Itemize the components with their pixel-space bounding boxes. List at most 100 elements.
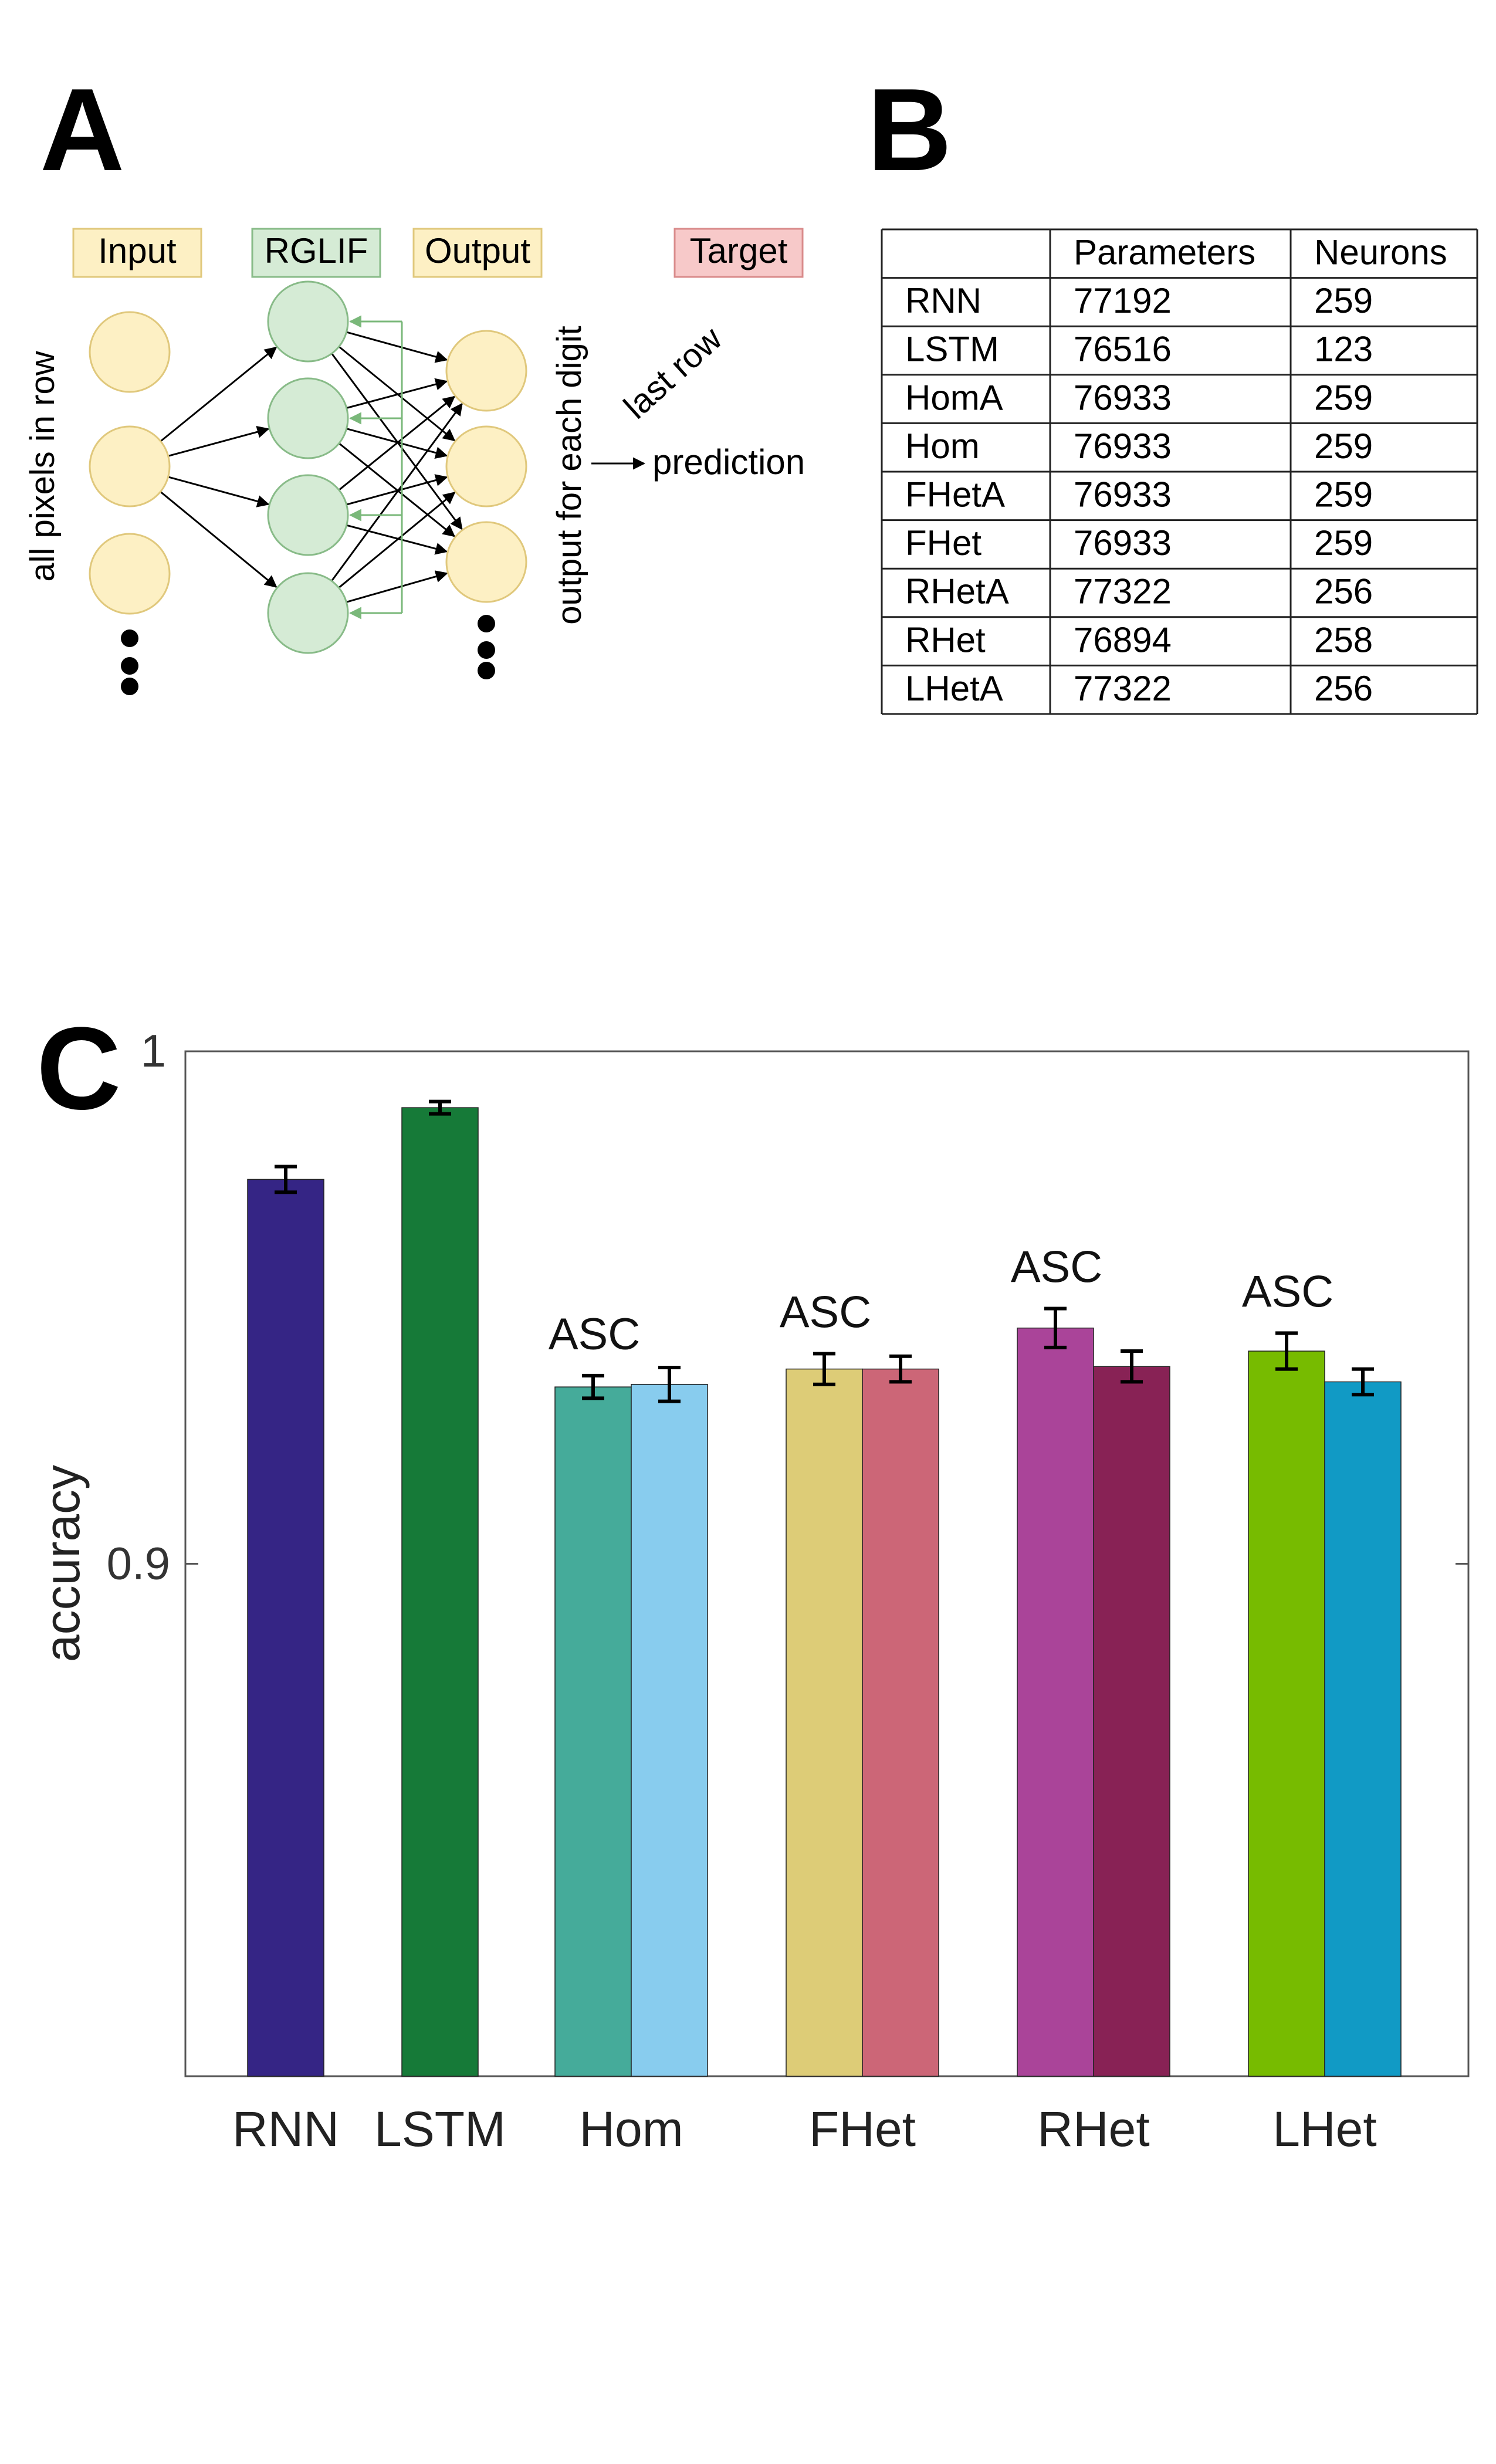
hidden-to-output-edge (331, 402, 463, 582)
input-neuron (89, 311, 171, 393)
last-row-label: last row (617, 319, 730, 427)
output-neuron (445, 330, 527, 412)
table-cell: RHet (905, 620, 986, 659)
x-category-label: Hom (579, 2101, 683, 2157)
table-cell: 258 (1314, 620, 1373, 659)
input-label-box (72, 228, 202, 278)
table-cell: LHetA (905, 669, 1003, 708)
x-category-label: RHet (1037, 2101, 1149, 2157)
y-tick-label: 0.9 (107, 1538, 170, 1589)
output-axis-label: output for each digit (550, 326, 588, 624)
input-ellipsis-dot (121, 657, 138, 675)
chart-ticks: 0.91 (107, 1025, 1468, 1589)
table-header-cell: Neurons (1314, 232, 1447, 272)
hidden-to-output-edge (346, 474, 448, 506)
diagram-edges (160, 315, 463, 620)
table-cell: 76933 (1074, 475, 1172, 514)
input-ellipsis-dot (121, 678, 138, 695)
bar (1017, 1327, 1094, 2077)
bar-annotation: ASC (780, 1287, 871, 1337)
hidden-neuron (267, 474, 349, 556)
bar (554, 1386, 632, 2077)
table-cell: LSTM (905, 330, 999, 369)
table-cell: 77322 (1074, 669, 1172, 708)
hidden-label: RGLIF (265, 231, 368, 270)
target-label: Target (690, 231, 788, 270)
prediction-label: prediction (652, 442, 805, 482)
hidden-to-output-edge (346, 428, 448, 459)
target-label-box (673, 228, 804, 278)
table-cell: 259 (1314, 427, 1373, 466)
hidden-to-output-edge (346, 524, 448, 555)
input-to-hidden-edge (160, 346, 277, 442)
bar (1248, 1351, 1325, 2077)
table-cell: 77322 (1074, 572, 1172, 611)
input-neuron (89, 425, 171, 507)
output-label-box (412, 228, 543, 278)
output-label: Output (425, 231, 530, 270)
y-axis-label: accuracy (35, 1465, 90, 1662)
table-cell: 123 (1314, 330, 1373, 369)
network-diagram: Input RGLIF Output Target all pixels in … (23, 228, 805, 695)
table-cell: HomA (905, 378, 1003, 417)
panel-label-a: A (40, 65, 124, 195)
chart-bars (247, 1099, 1402, 2077)
panel-label-c: C (36, 1003, 121, 1134)
table-cell: 256 (1314, 669, 1373, 708)
table-cell: 259 (1314, 523, 1373, 563)
hidden-label-box (251, 228, 381, 278)
x-category-label: FHet (809, 2101, 916, 2157)
output-ellipsis-dot (478, 662, 495, 679)
output-ellipsis-dot (478, 615, 495, 632)
table-cell: 76516 (1074, 330, 1172, 369)
hidden-neuron (267, 377, 349, 459)
output-neuron (445, 425, 527, 507)
table-cell: 256 (1314, 572, 1373, 611)
input-ellipsis-dot (121, 629, 138, 647)
input-to-hidden-edge (168, 426, 270, 457)
input-to-hidden-edge (168, 476, 270, 507)
bar-annotation: ASC (1011, 1242, 1102, 1292)
x-category-label: RNN (232, 2101, 339, 2157)
hidden-to-output-edge (346, 378, 448, 409)
bar (862, 1368, 939, 2077)
table-cell: 76933 (1074, 427, 1172, 466)
hidden-to-output-edge (346, 331, 448, 363)
table-header-cell: Parameters (1074, 232, 1255, 272)
chart-labels: ASC ASC ASC ASC RNN LSTM Hom FHet RHet LHet (232, 1242, 1377, 2157)
hidden-to-output-edge (339, 442, 456, 537)
table-cell: 76933 (1074, 523, 1172, 563)
table-cell: 76894 (1074, 620, 1172, 659)
table-cell: RHetA (905, 572, 1009, 611)
hidden-to-output-edge (331, 353, 463, 530)
bar (1324, 1381, 1402, 2077)
table-cell: FHetA (905, 475, 1005, 514)
hidden-to-output-edge (338, 346, 456, 442)
bar (786, 1368, 863, 2077)
table-cell: RNN (905, 281, 981, 320)
input-neuron (89, 533, 171, 615)
table-cell: Hom (905, 427, 980, 466)
input-label: Input (98, 231, 177, 270)
x-category-label: LHet (1272, 2101, 1376, 2157)
output-ellipsis-dot (478, 641, 495, 659)
x-category-label: LSTM (374, 2101, 506, 2157)
hidden-to-output-edge (346, 570, 448, 603)
y-tick-label: 1 (141, 1025, 166, 1077)
table-cell: 259 (1314, 475, 1373, 514)
bar (247, 1179, 324, 2077)
table-cell: 76933 (1074, 378, 1172, 417)
bar-annotation: ASC (549, 1309, 640, 1359)
input-axis-label: all pixels in row (23, 350, 62, 581)
bar (401, 1107, 479, 2077)
hidden-neuron (267, 280, 349, 363)
table-cell: 259 (1314, 281, 1373, 320)
bar-annotation: ASC (1242, 1267, 1333, 1316)
table-cell: FHet (905, 523, 981, 563)
output-neuron (445, 521, 527, 603)
hidden-neuron (267, 572, 349, 654)
input-to-hidden-edge (160, 491, 277, 588)
table-cell: 77192 (1074, 281, 1172, 320)
table-cell: 259 (1314, 378, 1373, 417)
